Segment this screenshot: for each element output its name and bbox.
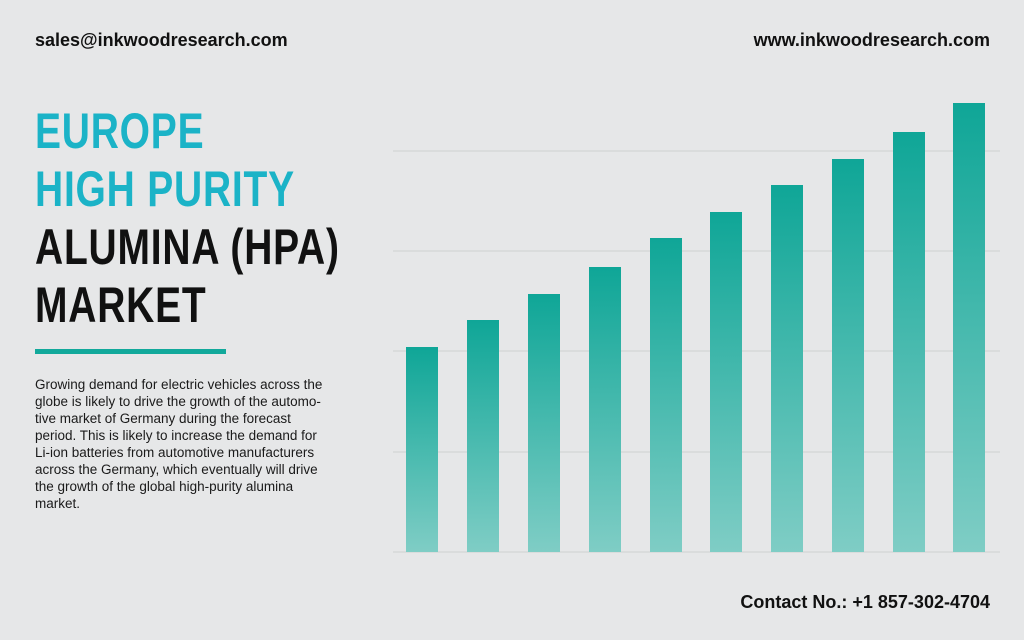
bars — [406, 103, 985, 552]
description-line: Growing demand for electric vehicles acr… — [35, 377, 323, 392]
description-line: market. — [35, 496, 81, 511]
description-line: Li-ion batteries from automotive manufac… — [35, 445, 315, 460]
description-line: globe is likely to drive the growth of t… — [35, 394, 321, 409]
description-line: tive market of Germany during the foreca… — [35, 411, 291, 426]
title-line: ALUMINA (HPA) — [35, 219, 340, 275]
description-line: period. This is likely to increase the d… — [35, 428, 317, 443]
contact: Contact No.: +1 857-302-4704 — [740, 592, 990, 612]
title-line: EUROPE — [35, 103, 205, 159]
website[interactable]: www.inkwoodresearch.com — [753, 30, 990, 50]
email[interactable]: sales@inkwoodresearch.com — [35, 30, 288, 50]
description-line: across the Germany, which eventually wil… — [35, 462, 318, 477]
title-line: HIGH PURITY — [35, 161, 295, 217]
divider — [35, 349, 226, 354]
description-line: the growth of the global high-purity alu… — [35, 479, 294, 494]
title-line: MARKET — [35, 277, 207, 333]
